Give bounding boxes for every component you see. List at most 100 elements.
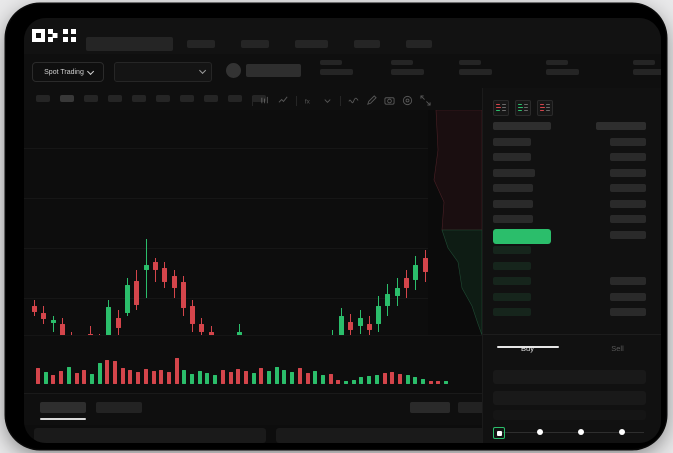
volume-bar (66, 367, 71, 384)
volume-bar (259, 368, 264, 384)
volume-bar (213, 375, 218, 384)
timeframe-group (36, 95, 266, 102)
bottom-action-1[interactable] (410, 402, 450, 413)
nav-item-4[interactable] (354, 40, 380, 48)
timeframe-1[interactable] (36, 95, 50, 102)
bottom-tab-1[interactable] (40, 402, 86, 413)
stepper-step-1-active[interactable] (493, 427, 505, 439)
bottom-action-2[interactable] (458, 402, 498, 413)
timeframe-6[interactable] (156, 95, 170, 102)
order-book-row-right[interactable] (610, 184, 646, 192)
order-book-row-right[interactable] (610, 153, 646, 161)
candles-chart-icon[interactable] (260, 95, 271, 106)
volume-bar (390, 372, 395, 384)
order-book-row-right[interactable] (610, 230, 646, 239)
order-book-row-left[interactable] (493, 215, 533, 223)
fullscreen-icon[interactable] (420, 95, 431, 106)
okx-logo[interactable] (32, 29, 76, 42)
order-field-3[interactable] (493, 410, 646, 420)
order-book-row-left[interactable] (493, 184, 533, 192)
volume-bar (290, 372, 295, 384)
order-book-row-left[interactable] (493, 308, 531, 316)
order-book-rows[interactable] (483, 122, 661, 328)
order-book-row-left[interactable] (493, 137, 531, 146)
order-book-row-right[interactable] (610, 137, 646, 146)
order-book-row-right[interactable] (596, 122, 646, 130)
order-book-row-left[interactable] (493, 261, 531, 270)
search-input[interactable] (86, 37, 173, 51)
volume-bar (228, 372, 233, 384)
order-stepper[interactable] (493, 427, 648, 439)
order-book-row-left[interactable] (493, 122, 551, 130)
nav-item-2[interactable] (241, 40, 269, 48)
bottom-panel-2[interactable] (276, 428, 504, 443)
order-book-row-right[interactable] (610, 292, 646, 301)
stepper-step-4[interactable] (619, 429, 625, 435)
stepper-step-3[interactable] (578, 429, 584, 435)
volume-bar (236, 369, 241, 384)
asks-icon[interactable] (537, 100, 553, 116)
volume-bar (43, 372, 48, 384)
indicators-icon[interactable]: fx (304, 95, 315, 106)
buy-sell-tabs: Buy Sell (483, 334, 661, 363)
order-book-row-right[interactable] (610, 308, 646, 316)
volume-bar (82, 370, 87, 384)
order-field-2[interactable] (493, 391, 646, 405)
volume-bar (382, 373, 387, 384)
market-stat (546, 60, 579, 75)
nav-item-5[interactable] (406, 40, 432, 48)
timeframe-7[interactable] (180, 95, 194, 102)
order-book-row-left[interactable] (493, 292, 531, 301)
settings-gear-icon[interactable] (402, 95, 413, 106)
bottom-panel-1[interactable] (34, 428, 266, 443)
order-book-row-right[interactable] (610, 215, 646, 223)
pair-select[interactable] (114, 62, 212, 82)
volume-bar (397, 374, 402, 384)
order-book-row-left[interactable] (493, 246, 531, 254)
tab-sell[interactable]: Sell (573, 344, 661, 353)
volume-bar (151, 371, 156, 384)
timeframe-8[interactable] (204, 95, 218, 102)
volume-bar (74, 373, 79, 384)
volume-bar (405, 375, 410, 384)
price-chart[interactable] (24, 110, 482, 335)
order-book-row-left[interactable] (493, 199, 533, 208)
order-book-highlighted-row[interactable] (493, 228, 551, 244)
order-book-row-left[interactable] (493, 277, 531, 285)
wave-icon[interactable] (348, 95, 359, 106)
spot-trading-dropdown[interactable]: Spot Trading (32, 62, 104, 82)
timeframe-10[interactable] (252, 95, 266, 102)
nav-item-3[interactable] (295, 40, 328, 48)
order-book-row-left[interactable] (493, 168, 535, 177)
order-book-row-right[interactable] (610, 168, 646, 177)
stat-value (633, 69, 661, 75)
market-stat (391, 60, 424, 75)
volume-bar (97, 363, 102, 384)
timeframe-5[interactable] (132, 95, 146, 102)
timeframe-9[interactable] (228, 95, 242, 102)
drawing-pencil-icon[interactable] (366, 95, 377, 106)
order-field-1[interactable] (493, 370, 646, 384)
chevron-down-icon[interactable] (322, 95, 333, 106)
line-chart-icon[interactable] (278, 95, 289, 106)
volume-bar (359, 377, 364, 384)
tab-buy[interactable]: Buy (483, 344, 572, 353)
stat-value (320, 69, 353, 75)
volume-bar (328, 374, 333, 384)
camera-icon[interactable] (384, 95, 395, 106)
volume-bar (320, 375, 325, 384)
timeframe-4[interactable] (108, 95, 122, 102)
volume-bar (51, 375, 56, 384)
nav-item-1[interactable] (187, 40, 215, 48)
bids-icon[interactable] (515, 100, 531, 116)
stepper-step-2[interactable] (537, 429, 543, 435)
order-book-row-left[interactable] (493, 153, 531, 161)
bottom-tab-2[interactable] (96, 402, 142, 413)
both-icon[interactable] (493, 100, 509, 116)
timeframe-2[interactable] (60, 95, 74, 102)
timeframe-3[interactable] (84, 95, 98, 102)
order-book-row-right[interactable] (610, 199, 646, 208)
order-book-row-right[interactable] (610, 277, 646, 285)
market-stat (459, 60, 492, 75)
volume-bar (274, 367, 279, 384)
